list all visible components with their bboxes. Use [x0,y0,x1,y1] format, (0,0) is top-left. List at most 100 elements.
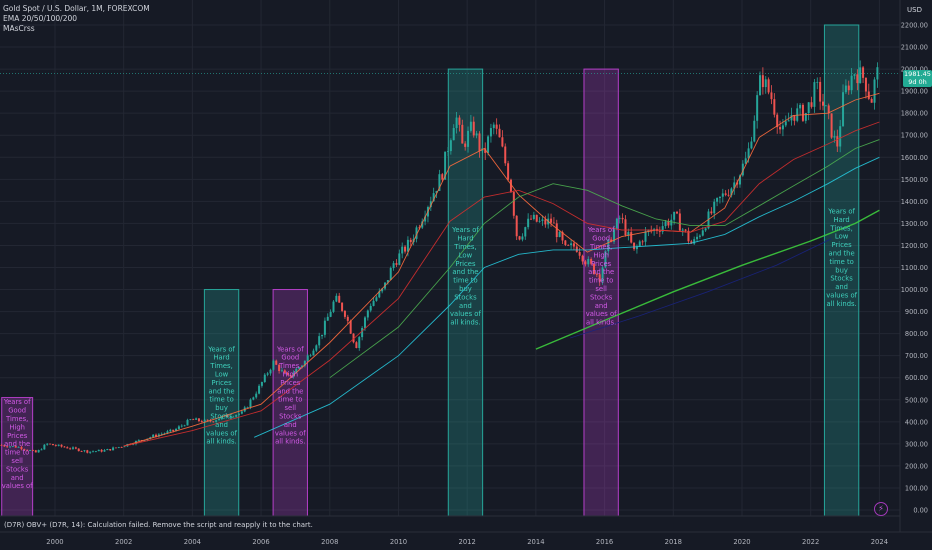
zone-label-line: High [593,251,609,259]
zone-label-line: and [595,302,608,310]
zone-label-line: and [835,283,848,291]
zone-label-line: Good [592,235,610,243]
price-tick-label: 0.00 [913,507,928,515]
candle [435,191,438,194]
price-tick-label: 900.00 [905,308,928,316]
candle [172,429,175,431]
price-axis: 0.00 100.00 200.00 300.00 400.00 500.00 600.00… [899,0,928,550]
candle [238,413,241,415]
time-tick-label: 2024 [871,538,888,546]
candle [876,67,879,80]
script-error-message: (D7R) OBV+ (D7R, 14): Calculation failed… [4,521,313,529]
zone-label-line: time to [209,396,233,404]
candle [432,193,435,202]
candle [200,421,203,423]
zone-label-line: High [9,423,25,431]
candle [678,213,681,231]
candle [572,243,575,247]
candle [106,448,109,451]
candle [415,227,418,239]
candle [260,382,263,386]
candle [475,133,478,136]
candle [137,440,140,441]
candle [309,355,312,357]
zone-label-line: Prices [455,260,476,268]
candle [258,385,261,394]
candle [197,418,200,422]
candle [750,141,753,149]
mascrss-indicator-label[interactable]: MAsCrss [3,24,35,33]
time-tick-label: 2018 [665,538,682,546]
candle [541,219,544,221]
candle [220,416,223,420]
candle [80,451,83,452]
candle [819,81,822,102]
candles [0,60,879,454]
candle [312,350,315,356]
zone-label-line: Prices [832,241,853,249]
zone-label-line: all kinds. [586,319,616,327]
zone-label-line: all kinds. [826,300,856,308]
candle [601,267,604,282]
zone-label-line: Low [459,251,473,259]
candle [189,419,192,421]
candle [521,236,524,240]
symbol-title[interactable]: Gold Spot / U.S. Dollar, 1M, FOREXCOM [3,4,150,13]
price-tick-label: 500.00 [905,396,928,404]
candle [409,239,412,243]
candle [641,241,644,243]
candle [501,137,504,147]
candle [160,433,163,435]
zone-label-line: Hard [833,216,849,224]
candle [378,291,381,298]
candle [469,121,472,131]
candle [684,229,687,231]
currency-label[interactable]: USD [907,6,922,14]
candle [43,444,46,450]
zone-label-line: Stocks [590,293,613,301]
candle [530,218,533,220]
candle [509,179,512,193]
zone-label-line: Low [835,233,849,241]
candle [756,95,759,121]
candle [26,449,29,451]
price-tick-label: 700.00 [905,352,928,360]
candle [392,263,395,269]
candle [741,163,744,176]
candle [467,130,470,147]
candle [449,140,452,152]
candle [864,77,867,92]
series-line [570,238,832,339]
candle [9,446,12,448]
price-tick-label: 100.00 [905,484,928,492]
candle [670,219,673,226]
candle [512,192,515,216]
candle [401,246,404,254]
candle [166,431,169,434]
candle [484,148,487,153]
zone-label-line: and [284,421,297,429]
candle [787,120,790,122]
candle [366,310,369,318]
candle [395,263,398,265]
candle [564,240,567,245]
candle [66,447,69,449]
candle [321,334,324,337]
candle [3,445,6,447]
candle [306,355,309,361]
candle [658,231,661,232]
candle [152,434,155,438]
zone-label-line: Stocks [454,293,477,301]
candle [23,449,26,450]
lightning-icon[interactable]: ⚡ [874,502,888,516]
bar-countdown: 9d 0h [908,78,927,86]
candle [807,102,810,114]
candle [859,67,862,84]
candle [298,367,301,369]
price-tick-label: 800.00 [905,330,928,338]
ema-indicator-label[interactable]: EMA 20/50/100/200 [3,14,78,23]
candle [375,297,378,301]
candle [630,232,633,243]
